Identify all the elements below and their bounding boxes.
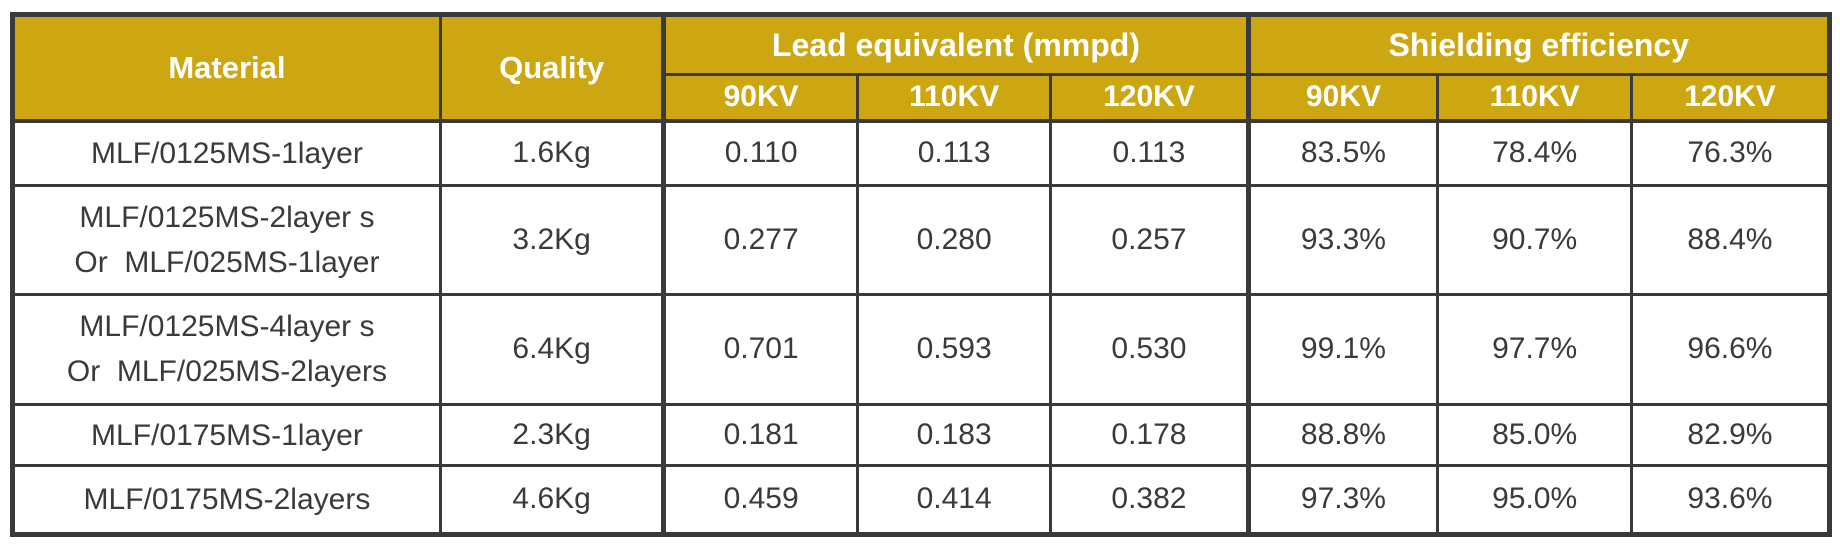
material-cell: MLF/0175MS-2layers	[11, 463, 442, 537]
shield-90kv-cell: 97.3%	[1245, 463, 1440, 537]
quality-cell: 1.6Kg	[438, 119, 666, 187]
column-header-material: Material	[11, 13, 442, 123]
shield-120kv-cell: 96.6%	[1629, 292, 1832, 407]
material-cell: MLF/0125MS-4layer s Or MLF/025MS-2layers	[11, 292, 442, 407]
subheader-shield-110kv: 110KV	[1436, 73, 1633, 123]
shield-110kv-cell: 95.0%	[1436, 463, 1633, 537]
lead-110kv-cell: 0.183	[855, 403, 1053, 467]
shield-120kv-cell: 76.3%	[1629, 119, 1832, 187]
lead-90kv-cell: 0.459	[661, 463, 859, 537]
shielding-spec-table: Material Quality Lead equivalent (mmpd) …	[10, 12, 1832, 537]
quality-cell: 4.6Kg	[438, 463, 666, 537]
table-row: MLF/0125MS-4layer s Or MLF/025MS-2layers…	[11, 292, 1832, 407]
table-row: MLF/0125MS-1layer 1.6Kg 0.110 0.113 0.11…	[11, 119, 1832, 187]
group-header-shielding-efficiency: Shielding efficiency	[1245, 13, 1832, 76]
quality-cell: 6.4Kg	[438, 292, 666, 407]
lead-120kv-cell: 0.382	[1049, 463, 1250, 537]
subheader-shield-120kv: 120KV	[1629, 73, 1832, 123]
material-cell: MLF/0125MS-1layer	[11, 119, 442, 187]
quality-cell: 2.3Kg	[438, 403, 666, 467]
lead-110kv-cell: 0.280	[855, 183, 1053, 296]
lead-120kv-cell: 0.257	[1049, 183, 1250, 296]
quality-cell: 3.2Kg	[438, 183, 666, 296]
shield-90kv-cell: 88.8%	[1245, 403, 1440, 467]
shield-120kv-cell: 82.9%	[1629, 403, 1832, 467]
shield-90kv-cell: 99.1%	[1245, 292, 1440, 407]
lead-120kv-cell: 0.113	[1049, 119, 1250, 187]
material-cell: MLF/0125MS-2layer s Or MLF/025MS-1layer	[11, 183, 442, 296]
table-row: MLF/0175MS-2layers 4.6Kg 0.459 0.414 0.3…	[11, 463, 1832, 537]
table-row: MLF/0175MS-1layer 2.3Kg 0.181 0.183 0.17…	[11, 403, 1832, 467]
lead-120kv-cell: 0.178	[1049, 403, 1250, 467]
lead-110kv-cell: 0.414	[855, 463, 1053, 537]
shield-120kv-cell: 88.4%	[1629, 183, 1832, 296]
lead-90kv-cell: 0.181	[661, 403, 859, 467]
column-header-quality: Quality	[438, 13, 666, 123]
subheader-shield-90kv: 90KV	[1245, 73, 1440, 123]
subheader-lead-90kv: 90KV	[661, 73, 859, 123]
lead-90kv-cell: 0.110	[661, 119, 859, 187]
subheader-lead-110kv: 110KV	[855, 73, 1053, 123]
shield-110kv-cell: 78.4%	[1436, 119, 1633, 187]
material-cell: MLF/0175MS-1layer	[11, 403, 442, 467]
shield-110kv-cell: 85.0%	[1436, 403, 1633, 467]
subheader-lead-120kv: 120KV	[1049, 73, 1250, 123]
lead-110kv-cell: 0.593	[855, 292, 1053, 407]
table-row: MLF/0125MS-2layer s Or MLF/025MS-1layer …	[11, 183, 1832, 296]
shield-90kv-cell: 83.5%	[1245, 119, 1440, 187]
shield-110kv-cell: 97.7%	[1436, 292, 1633, 407]
shield-120kv-cell: 93.6%	[1629, 463, 1832, 537]
group-header-lead-equivalent: Lead equivalent (mmpd)	[661, 13, 1250, 76]
lead-120kv-cell: 0.530	[1049, 292, 1250, 407]
lead-90kv-cell: 0.277	[661, 183, 859, 296]
lead-110kv-cell: 0.113	[855, 119, 1053, 187]
shield-110kv-cell: 90.7%	[1436, 183, 1633, 296]
lead-90kv-cell: 0.701	[661, 292, 859, 407]
shield-90kv-cell: 93.3%	[1245, 183, 1440, 296]
